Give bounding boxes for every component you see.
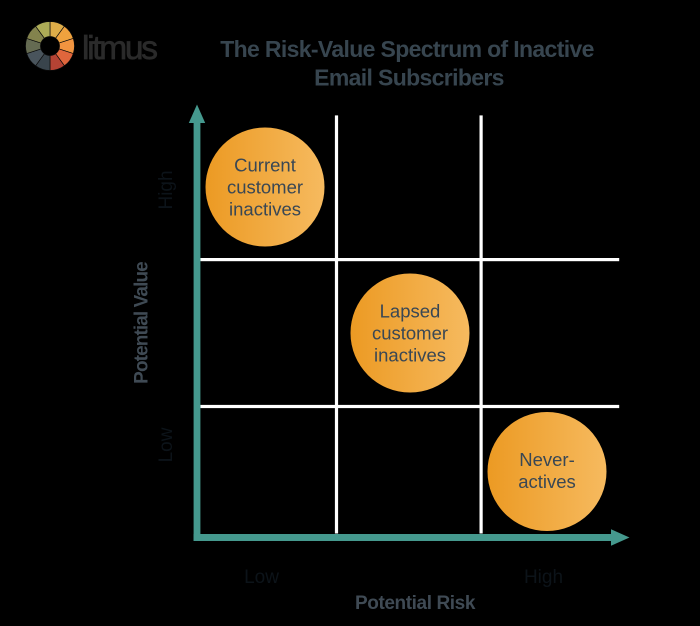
svg-text:Low: Low [244, 567, 279, 588]
svg-text:litmus: litmus [82, 30, 157, 67]
svg-text:inactives: inactives [229, 198, 301, 219]
svg-text:High: High [524, 567, 563, 588]
svg-text:Never-: Never- [519, 449, 575, 470]
svg-text:Low: Low [156, 427, 177, 462]
svg-text:Current: Current [234, 155, 296, 176]
svg-text:customer: customer [372, 323, 448, 344]
svg-text:inactives: inactives [374, 344, 446, 365]
svg-text:actives: actives [518, 471, 576, 492]
svg-text:The Risk-Value Spectrum of Ina: The Risk-Value Spectrum of Inactive [220, 36, 593, 62]
svg-text:Potential Risk: Potential Risk [355, 593, 476, 614]
svg-text:customer: customer [227, 177, 303, 198]
svg-text:Email Subscribers: Email Subscribers [314, 65, 504, 91]
svg-text:Lapsed: Lapsed [380, 301, 441, 322]
svg-text:Potential Value: Potential Value [132, 262, 153, 384]
svg-text:High: High [156, 170, 177, 209]
